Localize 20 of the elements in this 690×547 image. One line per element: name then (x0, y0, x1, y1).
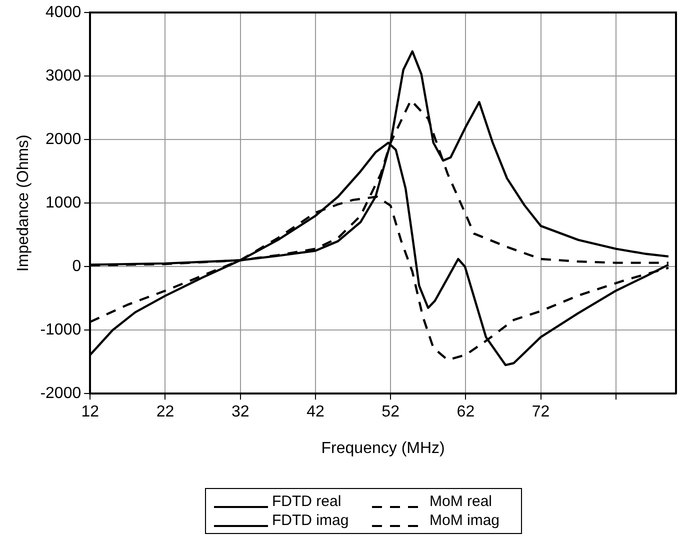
x-tick-label: 52 (382, 404, 400, 421)
legend-label: FDTD imag (272, 512, 349, 529)
x-tick-label: 22 (156, 404, 174, 421)
y-tick-label: 2000 (46, 131, 82, 148)
y-tick-label: 1000 (46, 194, 82, 212)
legend-label: MoM imag (430, 512, 500, 529)
y-tick-label: 3000 (46, 68, 82, 85)
y-tick-label: -2000 (40, 385, 82, 402)
y-tick-label: 0 (72, 258, 82, 276)
x-tick-label: 62 (456, 404, 475, 421)
x-tick-label: 42 (306, 404, 324, 421)
legend-label: FDTD real (272, 493, 342, 510)
y-axis-title: Impedance (Ohms) (15, 134, 32, 272)
legend-label: MoM real (430, 493, 492, 510)
x-tick-label: 32 (231, 404, 250, 421)
x-tick-label: 12 (81, 404, 100, 421)
y-tick-label: -1000 (40, 322, 82, 339)
x-tick-label: 72 (532, 404, 550, 421)
y-tick-label: 4000 (46, 4, 82, 22)
x-axis-title: Frequency (MHz) (321, 440, 445, 457)
